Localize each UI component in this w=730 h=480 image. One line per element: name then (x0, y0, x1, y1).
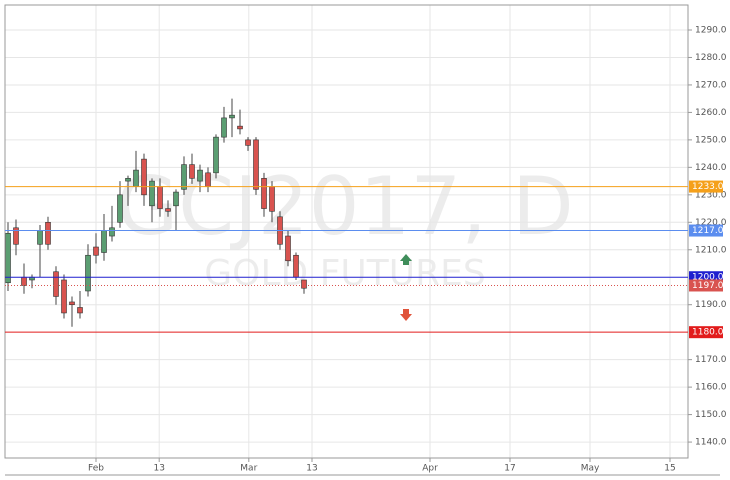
y-tick-label: 1170.0 (695, 355, 727, 365)
candle-body (181, 164, 187, 190)
y-tick-label: 1160.0 (695, 383, 727, 393)
x-tick-label: 13 (306, 464, 317, 474)
level-label: 1180.0 (692, 328, 724, 338)
x-tick-label: Feb (88, 464, 104, 474)
candle-body (45, 221, 51, 245)
x-tick-label: May (581, 464, 600, 474)
candle-body (213, 136, 219, 174)
candle-body (301, 279, 307, 289)
level-label-box (689, 279, 723, 292)
y-tick-label: 1240.0 (695, 163, 727, 173)
candle-body (245, 139, 251, 146)
y-tick-label: 1290.0 (695, 25, 727, 35)
y-tick-label: 1220.0 (695, 218, 727, 228)
y-tick-label: 1140.0 (695, 438, 727, 448)
plot-layer: 1140.0 1150.0 1160.0 1170.0 1190.0 1210.0 1220… (5, 5, 727, 474)
candle-body (61, 279, 67, 314)
plot-frame (4, 4, 689, 459)
candle-body (165, 208, 171, 212)
candle-body (269, 186, 275, 212)
candle-body (229, 114, 235, 119)
candle-body (197, 169, 203, 182)
candle-body (125, 178, 131, 182)
candle-body (261, 178, 267, 209)
candle-body (149, 180, 155, 207)
candle-body (69, 301, 75, 306)
up-arrow (400, 254, 412, 265)
watermark-subtitle: GOLD FUTURES (204, 253, 485, 294)
level-label: 1217.0 (692, 226, 724, 236)
y-tick-label: 1150.0 (695, 410, 727, 420)
level-label: 1233.0 (692, 182, 724, 192)
level-label-box (689, 224, 723, 237)
y-tick-label: 1230.0 (695, 190, 727, 200)
candle-body (237, 125, 243, 130)
y-tick-label: 1210.0 (695, 245, 727, 255)
candle-body (189, 164, 195, 179)
y-tick-label: 1260.0 (695, 108, 727, 118)
candle-body (13, 227, 19, 245)
y-tick-label: 1250.0 (695, 135, 727, 145)
candle-body (21, 276, 27, 286)
y-tick-label: 1270.0 (695, 80, 727, 90)
level-label-box (689, 180, 723, 193)
y-tick-label: 1190.0 (695, 300, 727, 310)
candle-body (93, 246, 99, 256)
candle-body (221, 117, 227, 138)
level-label: 1200.0 (692, 273, 724, 283)
candle-body (293, 254, 299, 278)
candle-body (141, 158, 147, 196)
candle-body (285, 235, 291, 262)
level-label-box (689, 326, 723, 339)
x-tick-label: 17 (504, 464, 515, 474)
candle-body (117, 194, 123, 223)
candle-body (157, 186, 163, 209)
x-tick-label: 15 (664, 464, 675, 474)
candle-body (101, 230, 107, 253)
candle-body (205, 172, 211, 187)
candle-body (173, 191, 179, 207)
candle-body (37, 230, 43, 245)
down-arrow (400, 309, 412, 321)
candle-body (85, 254, 91, 292)
x-tick-label: Mar (240, 464, 257, 474)
candle-body (77, 307, 83, 314)
candle-body (109, 227, 115, 237)
candle-body (53, 271, 59, 297)
y-tick-label: 1280.0 (695, 53, 727, 63)
x-tick-label: 13 (153, 464, 164, 474)
level-label: 1197.0 (692, 281, 724, 291)
x-tick-label: Apr (422, 464, 438, 474)
candle-body (253, 139, 259, 190)
candle-body (5, 232, 11, 284)
candle-body (133, 169, 139, 187)
